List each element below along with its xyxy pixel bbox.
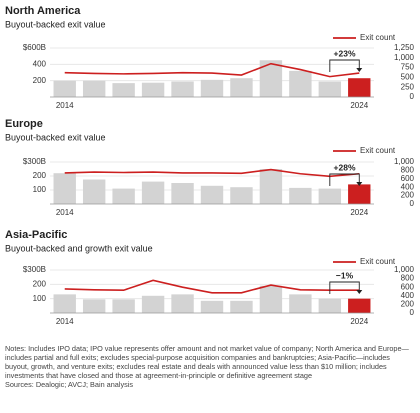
y2-tick-label: 600 [401,282,415,291]
bar [82,80,106,97]
bar [141,295,165,313]
y2-tick-label: 0 [410,308,415,317]
legend-label: Exit count [360,257,396,266]
x-tick-label: 2024 [350,208,368,217]
y2-tick-label: 500 [401,73,415,82]
series-line [64,279,360,294]
y-tick-label: 100 [33,185,47,194]
bar [171,81,194,97]
x-tick-label: 2024 [350,317,368,326]
x-tick-label: 2014 [56,101,74,110]
y2-tick-label: 1,000 [394,157,415,166]
bar [200,79,224,97]
panel-subtitle: Buyout-backed and growth exit value [5,243,153,253]
bar [348,298,371,313]
bar [112,188,135,204]
annotation-bracket [329,59,360,72]
bar [318,81,342,97]
bar [259,60,283,97]
y2-tick-label: 1,000 [394,53,415,62]
bar [230,78,253,97]
bar [53,173,76,204]
y-tick-label: 200 [33,279,47,288]
y2-tick-label: 800 [401,274,415,283]
legend-label: Exit count [360,146,396,155]
bar [348,78,371,97]
panel-subtitle: Buyout-backed exit value [5,19,106,29]
notes-block: Notes: Includes IPO data; IPO value repr… [5,344,410,389]
legend-label: Exit count [360,33,396,42]
series-line [64,62,360,78]
annotation-arrow [356,182,363,186]
annotation-arrow [356,290,363,294]
y-tick-label: 200 [33,171,47,180]
annotation: +23% [334,48,356,58]
bar [259,169,283,204]
y2-tick-label: 0 [410,199,415,208]
bar [141,82,165,97]
bar [289,70,312,97]
bar [112,299,135,313]
bar [82,299,106,313]
annotation: −1% [336,270,354,280]
bar [318,298,342,313]
panel-title: North America [5,5,81,17]
charts: North America Buyout-backed exit value $60… [5,5,415,326]
y-tick-label: $300B [23,157,46,166]
bar [171,294,194,313]
bar [230,187,253,204]
y2-tick-label: 600 [401,174,415,183]
bar [348,184,371,204]
annotation: +28% [334,162,356,172]
panel-subtitle: Buyout-backed exit value [5,132,106,142]
notes: Notes: Includes IPO data; IPO value repr… [5,344,409,380]
bar [141,181,165,204]
bar [82,179,106,204]
x-tick-label: 2024 [350,101,368,110]
x-tick-label: 2014 [56,317,74,326]
series-line [64,168,360,178]
bar [200,300,224,313]
y-tick-label: 100 [33,294,47,303]
annotation-bracket [329,281,360,294]
bar [53,294,76,313]
y2-tick-label: 1,250 [394,43,415,52]
panel-title: Asia-Pacific [5,229,67,241]
bar [171,183,194,204]
y2-tick-label: 200 [401,300,415,309]
y2-tick-label: 400 [401,291,415,300]
bar [289,187,312,204]
y2-tick-label: 200 [401,191,415,200]
y-tick-label: 200 [33,76,47,85]
bar [53,80,76,97]
bar [318,188,342,204]
y2-tick-label: 1,000 [394,265,415,274]
sources: Sources: Dealogic; AVCJ; Bain analysis [5,380,134,389]
bar [259,285,283,313]
bar [230,300,253,313]
y2-tick-label: 800 [401,166,415,175]
bar [112,83,135,97]
annotation-bracket [329,173,360,186]
bar [289,294,312,313]
y2-tick-label: 0 [410,92,415,101]
y-tick-label: $600B [23,43,46,52]
bar [200,185,224,204]
x-tick-label: 2014 [56,208,74,217]
annotation-arrow [356,68,363,72]
y2-tick-label: 400 [401,182,415,191]
y-tick-label: $300B [23,265,46,274]
y2-tick-label: 750 [401,63,415,72]
y-tick-label: 400 [33,59,47,68]
y2-tick-label: 250 [401,82,415,91]
panel-title: Europe [5,118,43,130]
